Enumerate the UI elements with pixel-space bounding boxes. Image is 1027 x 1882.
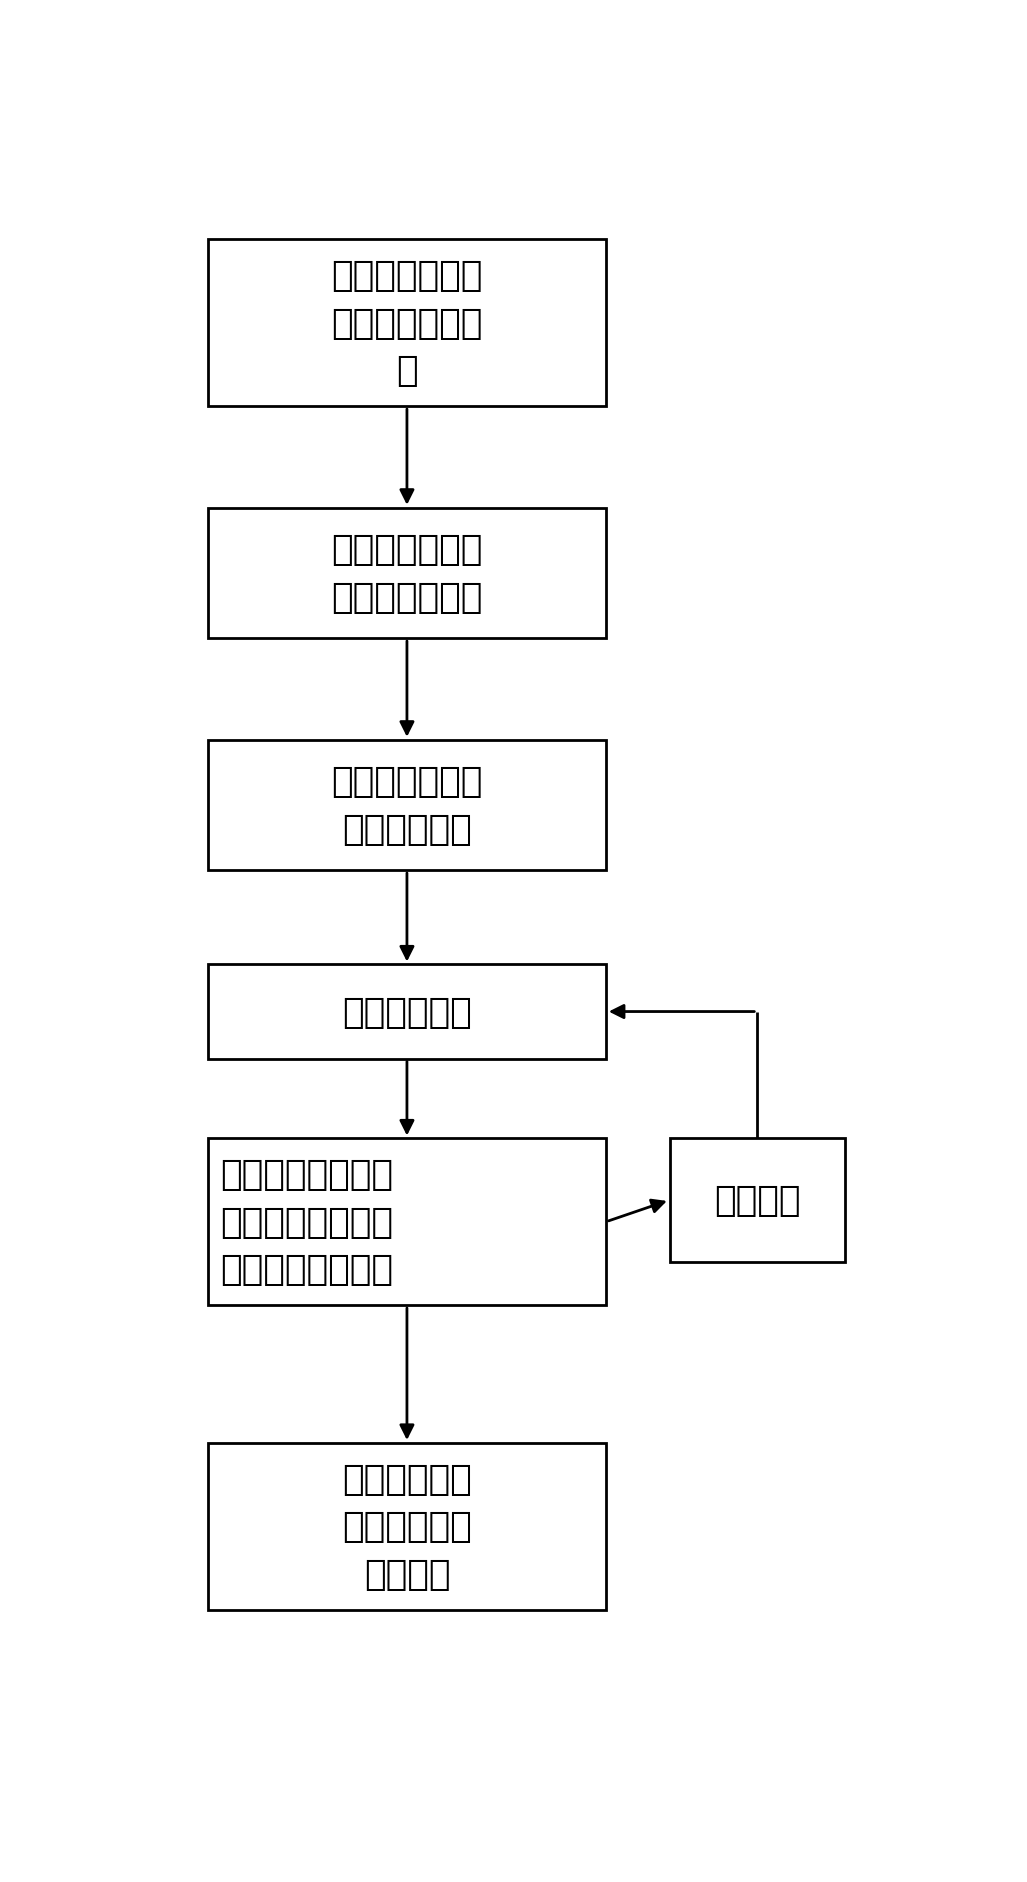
Text: 向土壤箱中填充
土壤并设定温度: 向土壤箱中填充 土壤并设定温度 — [332, 533, 483, 614]
Bar — [208, 241, 606, 407]
Text: 测量分压器的电压
及通过土壤箱的电
流并传输至上位机: 测量分压器的电压 及通过土壤箱的电 流并传输至上位机 — [220, 1157, 393, 1287]
Bar — [208, 508, 606, 638]
Bar — [208, 1443, 606, 1609]
Text: 上位机进行土
壤电阻非线性
特性分析: 上位机进行土 壤电阻非线性 特性分析 — [342, 1462, 471, 1590]
Text: 搭建土壤电阻非
线性特性测定装
置: 搭建土壤电阻非 线性特性测定装 置 — [332, 260, 483, 388]
Bar — [208, 1139, 606, 1306]
Bar — [208, 740, 606, 871]
Bar — [670, 1139, 844, 1263]
Text: 等待测量温度恒
定在设定温度: 等待测量温度恒 定在设定温度 — [332, 764, 483, 847]
Bar — [208, 965, 606, 1060]
Text: 进行冲击实验: 进行冲击实验 — [342, 996, 471, 1029]
Text: 改变温度: 改变温度 — [714, 1184, 800, 1218]
